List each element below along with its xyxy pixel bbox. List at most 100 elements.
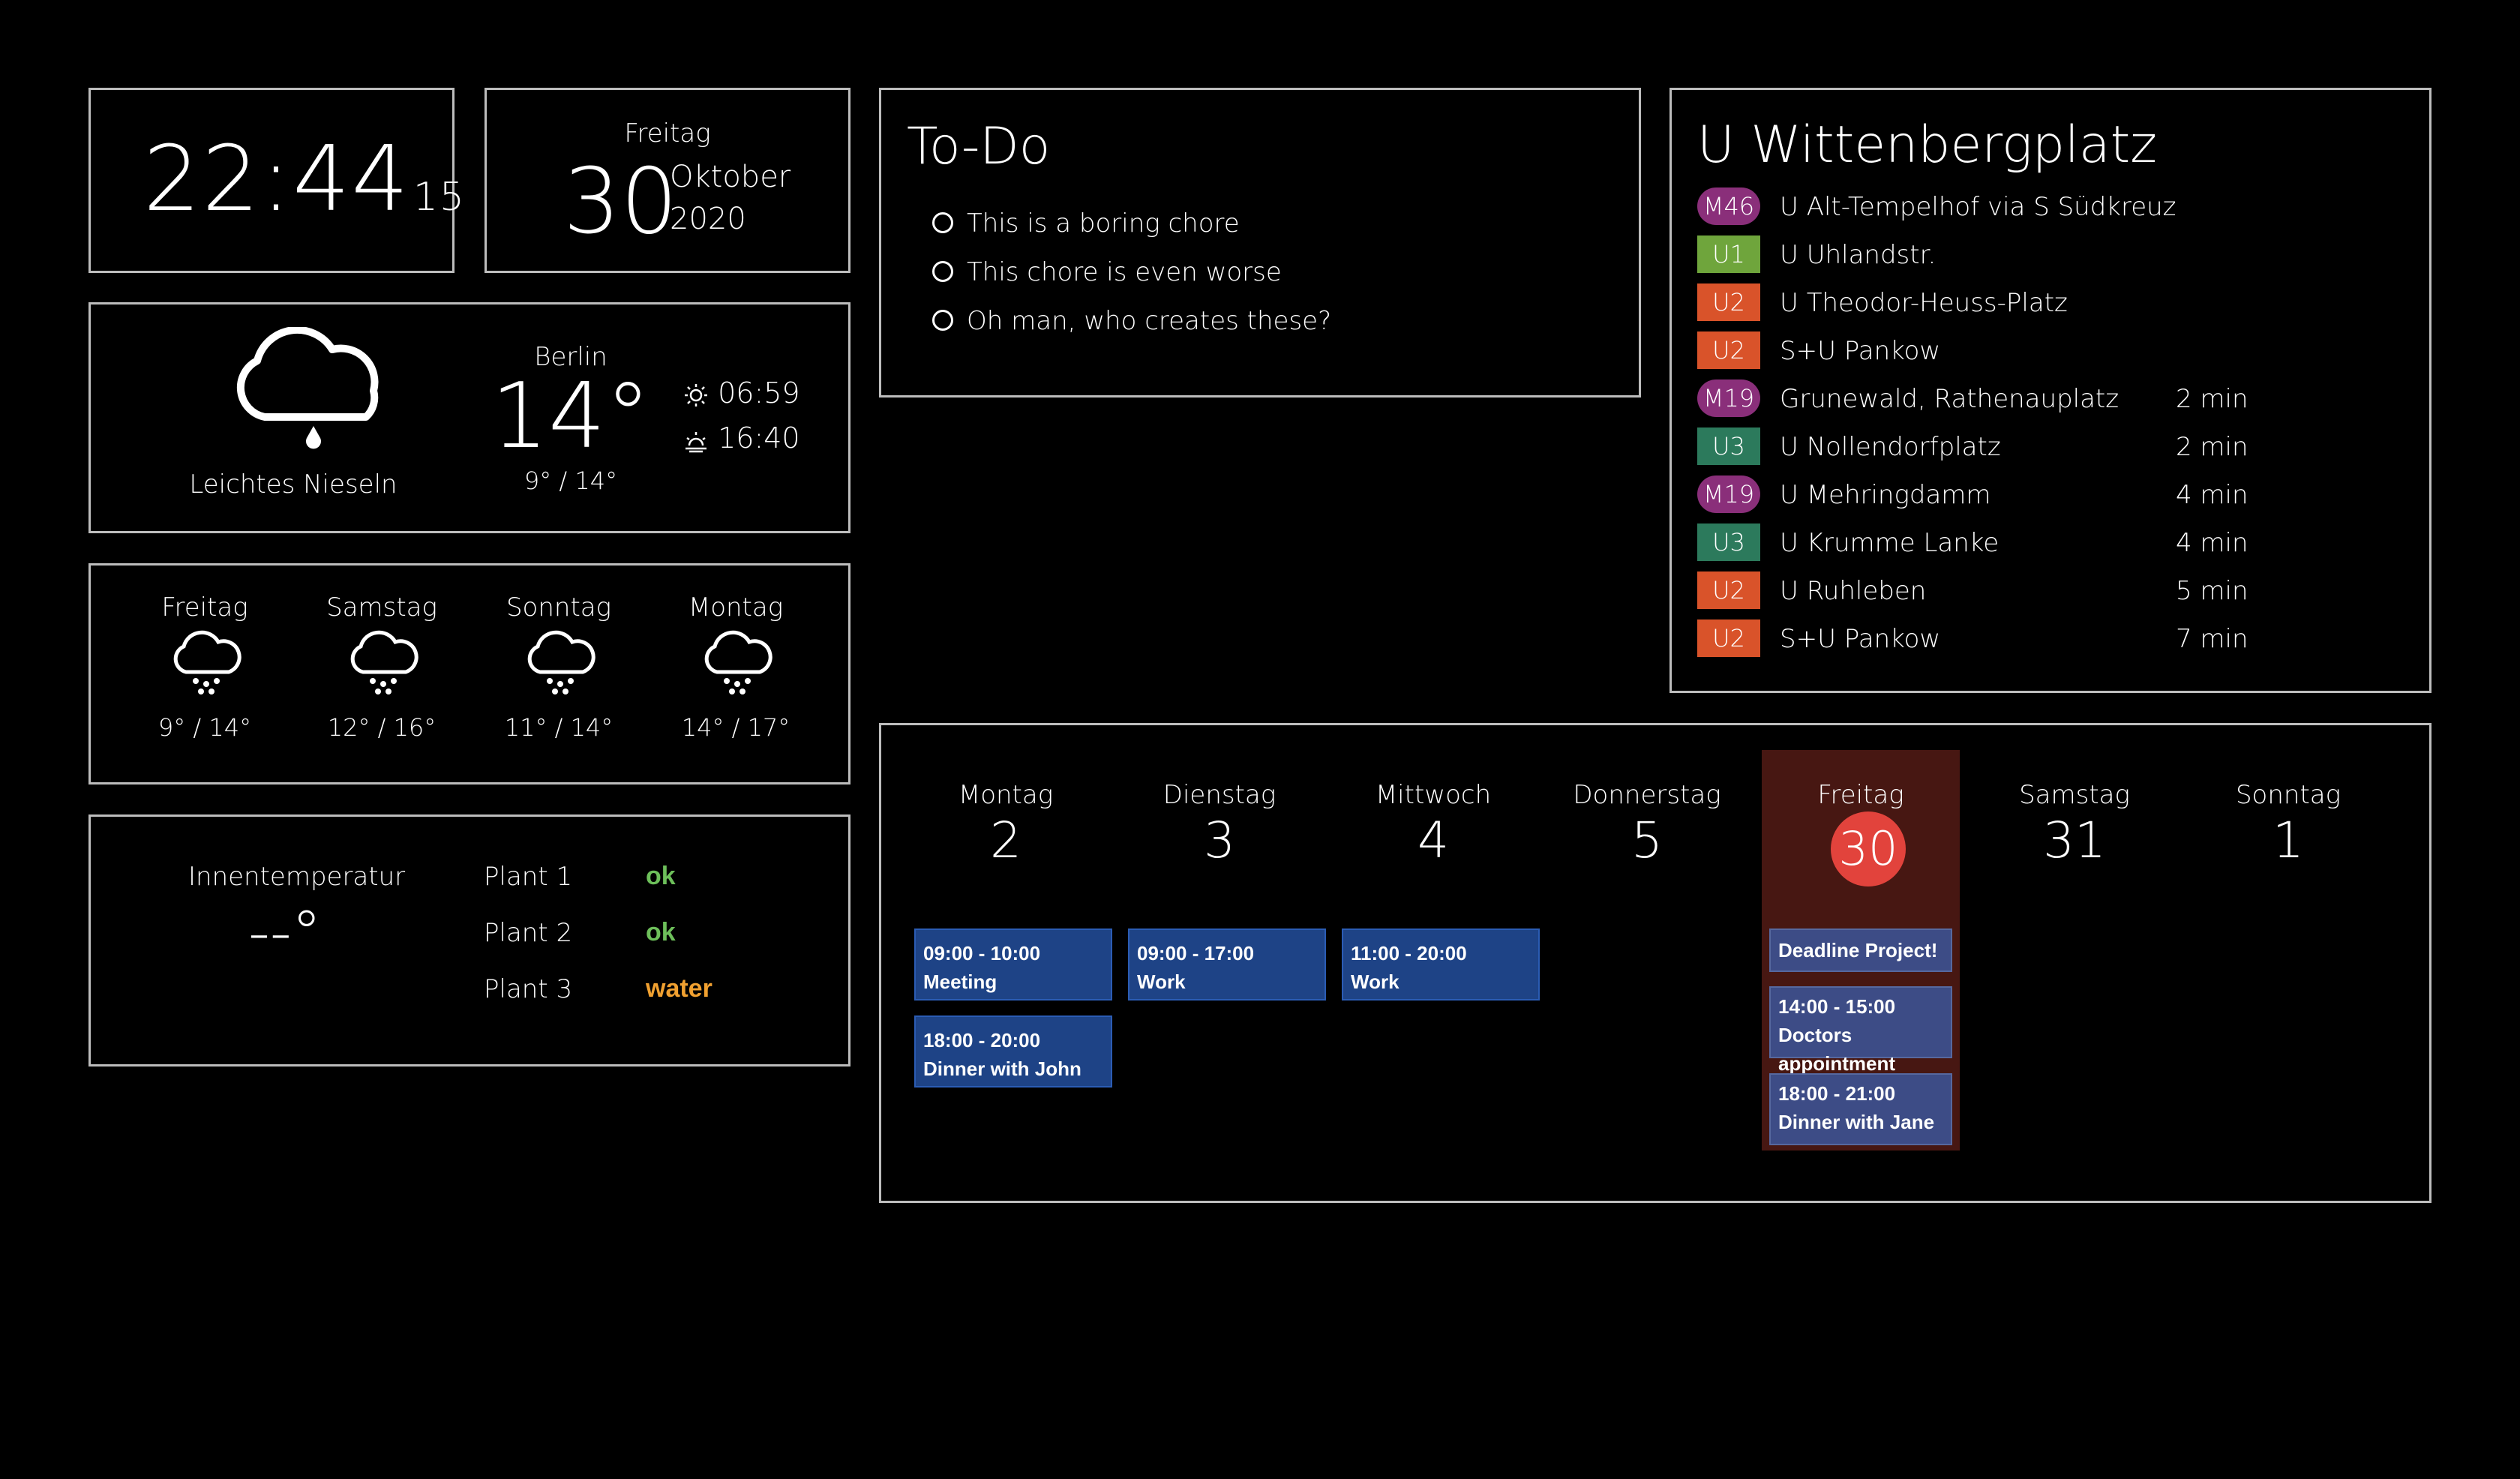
forecast-temps: 12° / 16° — [327, 713, 436, 742]
plant-name: Plant 2 — [484, 918, 573, 948]
departure-row: U3 U Nollendorfplatz 2 min — [1697, 428, 2402, 466]
calendar-day-column: Samstag 31 — [1976, 750, 2174, 1150]
line-badge: U2 — [1697, 332, 1760, 369]
calendar-event[interactable]: Deadline Project! — [1769, 928, 1952, 972]
calendar-event-title: Dinner with Jane — [1778, 1111, 1935, 1133]
clock-seconds: 15 — [412, 175, 466, 220]
calendar-event-time: 14:00 - 15:00 — [1778, 995, 1896, 1018]
calendar-day-number: 3 — [1204, 812, 1235, 869]
calendar-event[interactable]: 18:00 - 20:00 Dinner with John — [914, 1016, 1112, 1088]
calendar-day-number: 30 — [1831, 812, 1906, 886]
weather-city: Berlin — [534, 342, 608, 372]
departure-minutes: 2 min — [2176, 384, 2248, 414]
clock-hours-minutes: 22:44 — [143, 128, 410, 232]
plant-name: Plant 3 — [484, 974, 573, 1004]
forecast-day-name: Sonntag — [506, 592, 612, 622]
calendar-weekday: Dienstag — [1162, 780, 1276, 810]
departure-destination: S+U Pankow — [1780, 336, 1941, 366]
calendar-day-column: Montag 2 09:00 - 10:00 Meeting 18:00 - 20:00… — [907, 750, 1112, 1150]
calendar-weekday: Montag — [958, 780, 1054, 810]
departure-destination: U Krumme Lanke — [1780, 528, 2000, 558]
date-year: 2020 — [670, 202, 746, 236]
departure-row: M46 U Alt-Tempelhof via S Südkreuz — [1697, 188, 2402, 226]
forecast-temps: 14° / 17° — [681, 713, 790, 742]
departure-row: U2 S+U Pankow 7 min — [1697, 620, 2402, 658]
calendar-event[interactable]: 11:00 - 20:00 Work — [1342, 928, 1540, 1000]
calendar-event-time: 09:00 - 17:00 — [1137, 942, 1255, 964]
departure-minutes: 4 min — [2176, 528, 2248, 558]
calendar-widget: Montag 2 09:00 - 10:00 Meeting 18:00 - 20:00… — [879, 723, 2432, 1203]
checkbox-icon[interactable] — [932, 260, 953, 282]
indoor-temperature-value: --° — [248, 898, 322, 968]
calendar-weekday: Freitag — [1817, 780, 1904, 810]
sunrise: 06:59 — [683, 376, 800, 410]
calendar-event[interactable]: 14:00 - 15:00 Doctors appointment — [1769, 986, 1952, 1075]
departure-row: U3 U Krumme Lanke 4 min — [1697, 524, 2402, 562]
departure-destination: U Ruhleben — [1780, 576, 1927, 606]
departure-minutes: 7 min — [2176, 624, 2248, 654]
calendar-event[interactable]: 09:00 - 10:00 Meeting — [914, 928, 1112, 1000]
calendar-day-number: 2 — [990, 812, 1022, 869]
departure-minutes: 5 min — [2176, 576, 2248, 606]
date-weekday: Freitag — [624, 118, 711, 148]
calendar-event-title: Deadline Project! — [1778, 939, 1938, 962]
plant-status: ok — [646, 918, 676, 946]
clock-time: 22:4415 — [143, 128, 466, 232]
line-badge: U2 — [1697, 572, 1760, 609]
date-month-year: Oktober 2020 — [670, 156, 790, 240]
calendar-event-title: Meeting — [923, 970, 998, 993]
calendar-weekday: Donnerstag — [1573, 780, 1721, 810]
calendar-day-number: 4 — [1418, 812, 1449, 869]
forecast-temps: 9° / 14° — [158, 713, 252, 742]
calendar-day-column: Mittwoch 4 11:00 - 20:00 Work — [1334, 750, 1540, 1150]
calendar-day-column: Donnerstag 5 — [1548, 750, 1746, 1150]
calendar-weekday: Mittwoch — [1375, 780, 1492, 810]
todo-item[interactable]: This is a boring chore — [932, 208, 1240, 238]
line-badge: U3 — [1697, 524, 1760, 561]
calendar-day-column: Dienstag 3 09:00 - 17:00 Work — [1120, 750, 1326, 1150]
calendar-event-title: Work — [1137, 970, 1186, 993]
line-badge: U2 — [1697, 620, 1760, 657]
drizzle-cloud-icon — [236, 327, 379, 449]
calendar-event-time: 18:00 - 20:00 — [923, 1029, 1041, 1052]
calendar-event-time: 18:00 - 21:00 — [1778, 1082, 1896, 1105]
date-day: 30 — [563, 150, 678, 254]
calendar-event-time: 09:00 - 10:00 — [923, 942, 1041, 964]
plant-status: water — [646, 974, 712, 1003]
calendar-weekday: Samstag — [2019, 780, 2130, 810]
todo-item-label: Oh man, who creates these? — [967, 306, 1332, 336]
sunset: 16:40 — [683, 422, 800, 454]
departure-row: M19 Grunewald, Rathenauplatz 2 min — [1697, 380, 2402, 418]
departure-destination: Grunewald, Rathenauplatz — [1780, 384, 2120, 414]
departure-minutes: 4 min — [2176, 480, 2248, 510]
todo-title: To-Do — [907, 117, 1051, 176]
line-badge: M19 — [1697, 476, 1760, 513]
plant-status: ok — [646, 862, 676, 890]
departure-destination: U Uhlandstr. — [1780, 240, 1936, 270]
calendar-event[interactable]: 18:00 - 21:00 Dinner with Jane — [1769, 1073, 1952, 1145]
todo-item[interactable]: Oh man, who creates these? — [932, 306, 1331, 336]
transit-widget: U Wittenbergplatz M46 U Alt-Tempelhof via… — [1670, 88, 2432, 693]
rain-cloud-icon — [350, 630, 418, 694]
checkbox-icon[interactable] — [932, 212, 953, 233]
calendar-day-column: Freitag 30 Deadline Project! 14:00 - 15:00 D… — [1762, 750, 1960, 1150]
forecast-day: Samstag 12° / 16° — [307, 592, 457, 742]
departure-destination: U Mehringdamm — [1780, 480, 1991, 510]
sunrise-icon — [685, 383, 707, 406]
departure-minutes: 2 min — [2176, 432, 2248, 462]
rain-cloud-icon — [704, 630, 772, 694]
date-widget: Freitag 30 Oktober 2020 — [484, 88, 850, 273]
weather-temperature: 14° — [490, 364, 651, 469]
line-badge: U3 — [1697, 428, 1760, 465]
todo-item[interactable]: This chore is even worse — [932, 257, 1282, 287]
forecast-day: Montag 14° / 17° — [661, 592, 811, 742]
calendar-day-number: 31 — [2043, 812, 2106, 869]
calendar-event-title: Work — [1351, 970, 1400, 993]
calendar-event[interactable]: 09:00 - 17:00 Work — [1128, 928, 1326, 1000]
sunset-icon — [686, 431, 706, 452]
rain-cloud-icon — [173, 630, 242, 694]
line-badge: M19 — [1697, 380, 1760, 417]
sunrise-time: 06:59 — [718, 376, 800, 410]
line-badge: M46 — [1697, 188, 1760, 225]
checkbox-icon[interactable] — [932, 309, 953, 331]
